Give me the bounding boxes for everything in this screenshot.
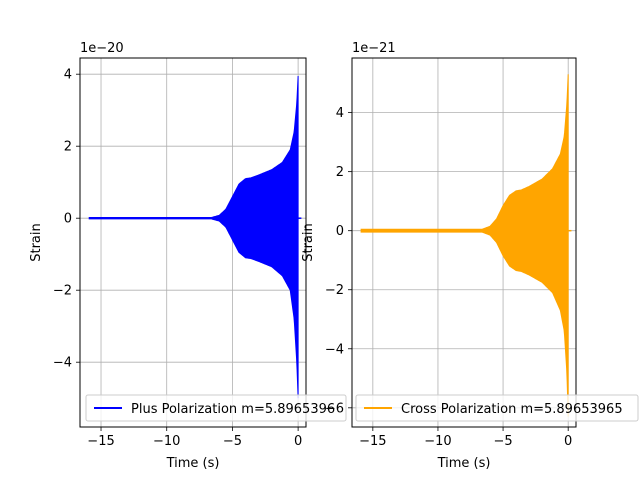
y-axis-label: Strain: [301, 223, 316, 262]
x-tick-label: −5: [223, 434, 242, 449]
x-axis-label: Time (s): [166, 456, 220, 471]
legend-box: [85, 394, 347, 422]
cross-polarization-axes: −15 −10 −5 0 −6 −4 −2 0 2 4 1e−21 Time (s) Strain…: [301, 41, 639, 471]
y-tick-label: −2: [53, 284, 72, 299]
x-tick-label: −15: [87, 434, 114, 449]
y-tick-label: 0: [336, 224, 344, 239]
legend-label: Plus Polarization m=5.8965396: [131, 402, 335, 417]
legend-label: Cross Polarization m=5.89653965: [401, 402, 623, 417]
ticks: −15 −10 −5 0 −6 −4 −2 0 2 4: [325, 106, 572, 449]
x-tick-label: 0: [564, 434, 572, 449]
x-axis-label: Time (s): [437, 456, 491, 471]
legend: Cross Polarization m=5.89653965: [355, 394, 639, 422]
axes-frame: [351, 57, 577, 428]
y-tick-label: 2: [64, 140, 72, 155]
y-offset-text: 1e−20: [80, 41, 124, 56]
y-tick-label: −6: [325, 401, 344, 416]
y-tick-label: −4: [53, 356, 72, 371]
y-tick-label: −2: [325, 283, 344, 298]
y-offset-text: 1e−21: [352, 41, 396, 56]
y-tick-label: 0: [64, 212, 72, 227]
x-tick-label: 0: [294, 434, 302, 449]
y-tick-label: 2: [336, 165, 344, 180]
x-tick-label: −5: [493, 434, 512, 449]
plus-polarization-axes: −15 −10 −5 0 −4 −2 0 2 4 1e−20 Time (s) Strain P…: [29, 41, 347, 471]
legend: Plus Polarization m=5.8965396: [85, 394, 347, 422]
y-tick-label: −4: [325, 342, 344, 357]
x-tick-label: −15: [359, 434, 386, 449]
y-tick-label: 4: [336, 106, 344, 121]
legend-box: [355, 394, 639, 422]
ticks: −15 −10 −5 0 −4 −2 0 2 4: [53, 68, 302, 449]
y-axis-label: Strain: [29, 223, 44, 262]
axes-frame: [79, 57, 307, 428]
x-tick-label: −10: [424, 434, 451, 449]
y-tick-label: 4: [64, 68, 72, 83]
x-tick-label: −10: [153, 434, 180, 449]
